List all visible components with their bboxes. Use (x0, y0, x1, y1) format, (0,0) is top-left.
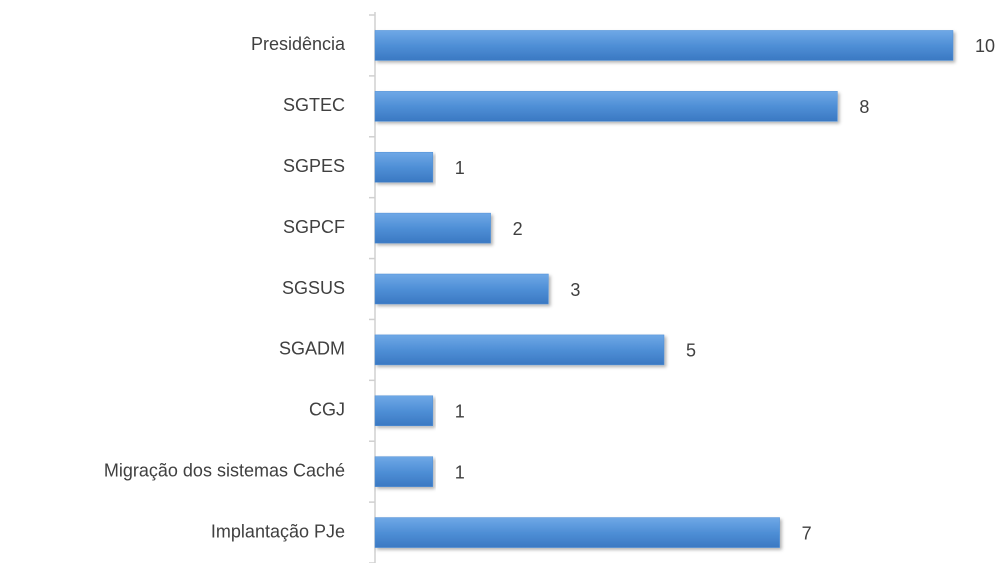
bar (374, 212, 491, 244)
value-label: 2 (513, 219, 523, 239)
bar (374, 151, 434, 183)
bar (374, 30, 954, 61)
category-label: SGPES (283, 156, 345, 176)
value-label: 1 (455, 158, 465, 178)
category-label: SGADM (279, 339, 345, 359)
category-label: SGSUS (282, 278, 345, 298)
bar (374, 334, 665, 366)
bar (374, 517, 780, 548)
category-label: Presidência (251, 34, 346, 54)
value-label: 1 (455, 462, 465, 482)
value-label: 8 (859, 97, 869, 117)
bar (374, 91, 838, 122)
value-label: 3 (570, 280, 580, 300)
value-label: 10 (975, 36, 995, 56)
bar (374, 456, 434, 487)
value-label: 1 (455, 402, 465, 422)
bar (374, 395, 434, 427)
value-label: 7 (802, 523, 812, 543)
category-label: Migração dos sistemas Caché (104, 460, 345, 480)
value-label: 5 (686, 341, 696, 361)
category-label: SGPCF (283, 217, 345, 237)
category-label: CGJ (309, 400, 345, 420)
category-label: Implantação PJe (211, 521, 345, 541)
category-label: SGTEC (283, 95, 345, 115)
bar (374, 273, 549, 305)
